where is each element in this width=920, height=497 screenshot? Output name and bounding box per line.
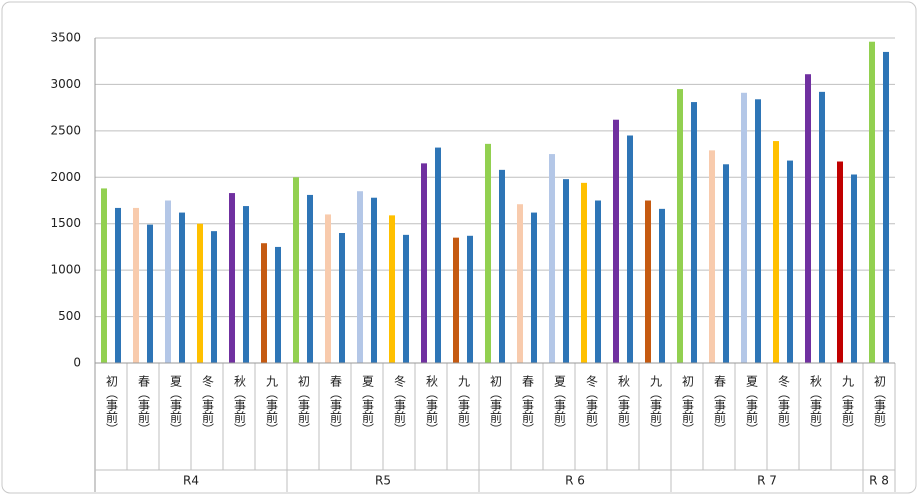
bar bbox=[421, 163, 427, 363]
bar bbox=[325, 214, 331, 363]
bar bbox=[531, 212, 537, 363]
bar bbox=[467, 235, 473, 363]
x-tick-label: 冬（事前） bbox=[201, 374, 215, 435]
y-tick-label: 3000 bbox=[50, 77, 81, 91]
bar bbox=[755, 99, 761, 364]
group-label: R 8 bbox=[869, 474, 889, 488]
bar bbox=[517, 204, 523, 363]
x-tick-label: 夏（事前） bbox=[361, 375, 375, 435]
bar bbox=[627, 135, 633, 363]
bar bbox=[453, 237, 459, 363]
bar bbox=[787, 160, 793, 363]
x-tick-label: 春（事前） bbox=[137, 375, 151, 435]
x-tick-label: 九（事前） bbox=[457, 375, 471, 435]
x-tick-label: 春（事前） bbox=[329, 375, 343, 435]
x-tick-label: 春（事前） bbox=[713, 375, 727, 435]
x-tick-label: 春（事前） bbox=[521, 375, 535, 435]
group-label: R 6 bbox=[565, 474, 585, 488]
bar bbox=[339, 233, 345, 363]
bar bbox=[709, 150, 715, 363]
bar bbox=[851, 174, 857, 363]
bar bbox=[275, 246, 281, 363]
x-tick-label: 初（事前） bbox=[489, 375, 503, 435]
bar bbox=[179, 212, 185, 363]
x-tick-label: 秋（事前） bbox=[809, 375, 823, 435]
x-tick-label: 初（事前） bbox=[681, 375, 695, 435]
x-tick-label: 冬（事前） bbox=[585, 374, 599, 435]
x-tick-label: 夏（事前） bbox=[169, 375, 183, 435]
bar bbox=[645, 200, 651, 363]
bar bbox=[837, 161, 843, 363]
group-label: R 7 bbox=[757, 474, 777, 488]
x-tick-label: 冬（事前） bbox=[393, 374, 407, 435]
x-tick-label: 夏（事前） bbox=[553, 375, 567, 435]
bar bbox=[293, 177, 299, 363]
bar bbox=[819, 91, 825, 363]
y-tick-label: 1500 bbox=[50, 216, 81, 230]
bar bbox=[101, 188, 107, 363]
bar bbox=[403, 234, 409, 363]
bar bbox=[389, 215, 395, 363]
bar bbox=[243, 206, 249, 363]
bar bbox=[741, 92, 747, 364]
bar bbox=[549, 154, 555, 363]
bar bbox=[147, 224, 153, 363]
bar bbox=[211, 231, 217, 363]
y-tick-label: 3500 bbox=[50, 31, 81, 45]
bar bbox=[659, 208, 665, 363]
bar bbox=[197, 223, 203, 363]
bar bbox=[691, 102, 697, 364]
x-tick-label: 冬（事前） bbox=[777, 374, 791, 435]
bar bbox=[261, 243, 267, 363]
x-tick-label: 秋（事前） bbox=[425, 375, 439, 435]
bar bbox=[869, 41, 875, 363]
x-tick-label: 初（事前） bbox=[297, 375, 311, 435]
y-tick-label: 1000 bbox=[50, 263, 81, 277]
y-tick-label: 2500 bbox=[50, 123, 81, 137]
bar bbox=[723, 164, 729, 363]
y-tick-label: 2000 bbox=[50, 170, 81, 184]
bar bbox=[485, 143, 491, 363]
x-tick-label: 夏（事前） bbox=[745, 375, 759, 435]
bar bbox=[563, 179, 569, 363]
bar bbox=[229, 193, 235, 363]
bar bbox=[595, 200, 601, 363]
bar bbox=[677, 89, 683, 364]
bar bbox=[357, 191, 363, 363]
x-tick-label: 九（事前） bbox=[649, 375, 663, 435]
bar bbox=[805, 74, 811, 363]
bar bbox=[371, 197, 377, 363]
bar bbox=[165, 200, 171, 363]
y-tick-label: 0 bbox=[73, 356, 81, 370]
bar bbox=[133, 207, 139, 363]
y-tick-label: 500 bbox=[58, 309, 81, 323]
bar bbox=[115, 207, 121, 363]
x-tick-label: 初（事前） bbox=[873, 375, 887, 435]
x-tick-label: 九（事前） bbox=[841, 375, 855, 435]
bar bbox=[435, 147, 441, 363]
bar bbox=[883, 51, 889, 364]
x-tick-label: 初（事前） bbox=[105, 375, 119, 435]
bar bbox=[613, 119, 619, 363]
x-tick-label: 九（事前） bbox=[265, 375, 279, 435]
bar bbox=[499, 169, 505, 363]
x-tick-label: 秋（事前） bbox=[617, 375, 631, 435]
x-tick-label: 秋（事前） bbox=[233, 375, 247, 435]
bar bbox=[581, 182, 587, 363]
group-label: R4 bbox=[183, 474, 199, 488]
bar bbox=[307, 194, 313, 363]
bar bbox=[773, 141, 779, 363]
group-label: R5 bbox=[375, 474, 391, 488]
